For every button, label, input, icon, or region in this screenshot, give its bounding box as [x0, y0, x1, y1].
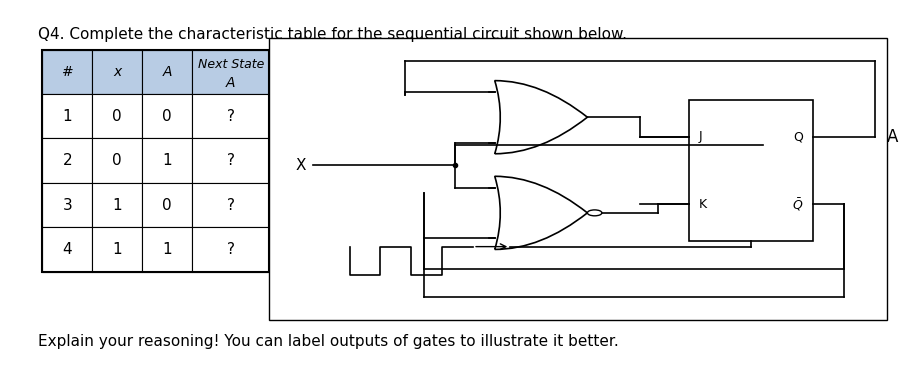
Text: X: X	[296, 157, 306, 173]
Text: #: #	[61, 65, 73, 79]
Text: 1: 1	[162, 242, 172, 257]
Text: 1: 1	[162, 153, 172, 168]
Text: Q4. Complete the characteristic table for the sequential circuit shown below.: Q4. Complete the characteristic table fo…	[37, 27, 627, 42]
Text: 0: 0	[112, 109, 122, 124]
Text: 0: 0	[112, 153, 122, 168]
Bar	[142, 138, 192, 183]
Text: 0: 0	[162, 198, 172, 213]
Bar	[192, 183, 270, 227]
Bar	[192, 50, 270, 94]
Bar	[42, 227, 92, 272]
Bar	[92, 50, 142, 94]
Text: 1: 1	[112, 198, 122, 213]
Bar	[92, 94, 142, 138]
Bar	[42, 94, 92, 138]
Text: 4: 4	[63, 242, 72, 257]
Text: 2: 2	[63, 153, 72, 168]
Text: J: J	[699, 131, 702, 143]
Text: Explain your reasoning! You can label outputs of gates to illustrate it better.: Explain your reasoning! You can label ou…	[37, 335, 619, 350]
Text: Next State: Next State	[198, 58, 264, 71]
Text: ?: ?	[227, 153, 235, 168]
Bar	[42, 138, 92, 183]
Text: Q: Q	[793, 131, 804, 143]
Bar	[142, 50, 192, 94]
Bar	[92, 227, 142, 272]
Text: A: A	[226, 76, 235, 90]
Text: $\bar{Q}$: $\bar{Q}$	[793, 196, 804, 213]
Bar	[192, 227, 270, 272]
Text: A: A	[887, 128, 898, 146]
Text: 1: 1	[63, 109, 72, 124]
Bar	[192, 138, 270, 183]
Bar	[142, 227, 192, 272]
Text: ?: ?	[227, 109, 235, 124]
Text: ?: ?	[227, 198, 235, 213]
PathPatch shape	[495, 81, 588, 154]
Text: x: x	[113, 65, 121, 79]
Circle shape	[588, 210, 602, 216]
Text: 3: 3	[62, 198, 72, 213]
Bar	[42, 50, 92, 94]
PathPatch shape	[495, 176, 588, 250]
Text: 0: 0	[162, 109, 172, 124]
Bar	[142, 183, 192, 227]
Bar	[92, 183, 142, 227]
Text: ?: ?	[227, 242, 235, 257]
Text: 1: 1	[112, 242, 122, 257]
Bar	[192, 94, 270, 138]
Bar	[92, 138, 142, 183]
Text: A: A	[162, 65, 172, 79]
Text: K: K	[699, 198, 707, 211]
Bar	[142, 94, 192, 138]
Bar	[42, 183, 92, 227]
